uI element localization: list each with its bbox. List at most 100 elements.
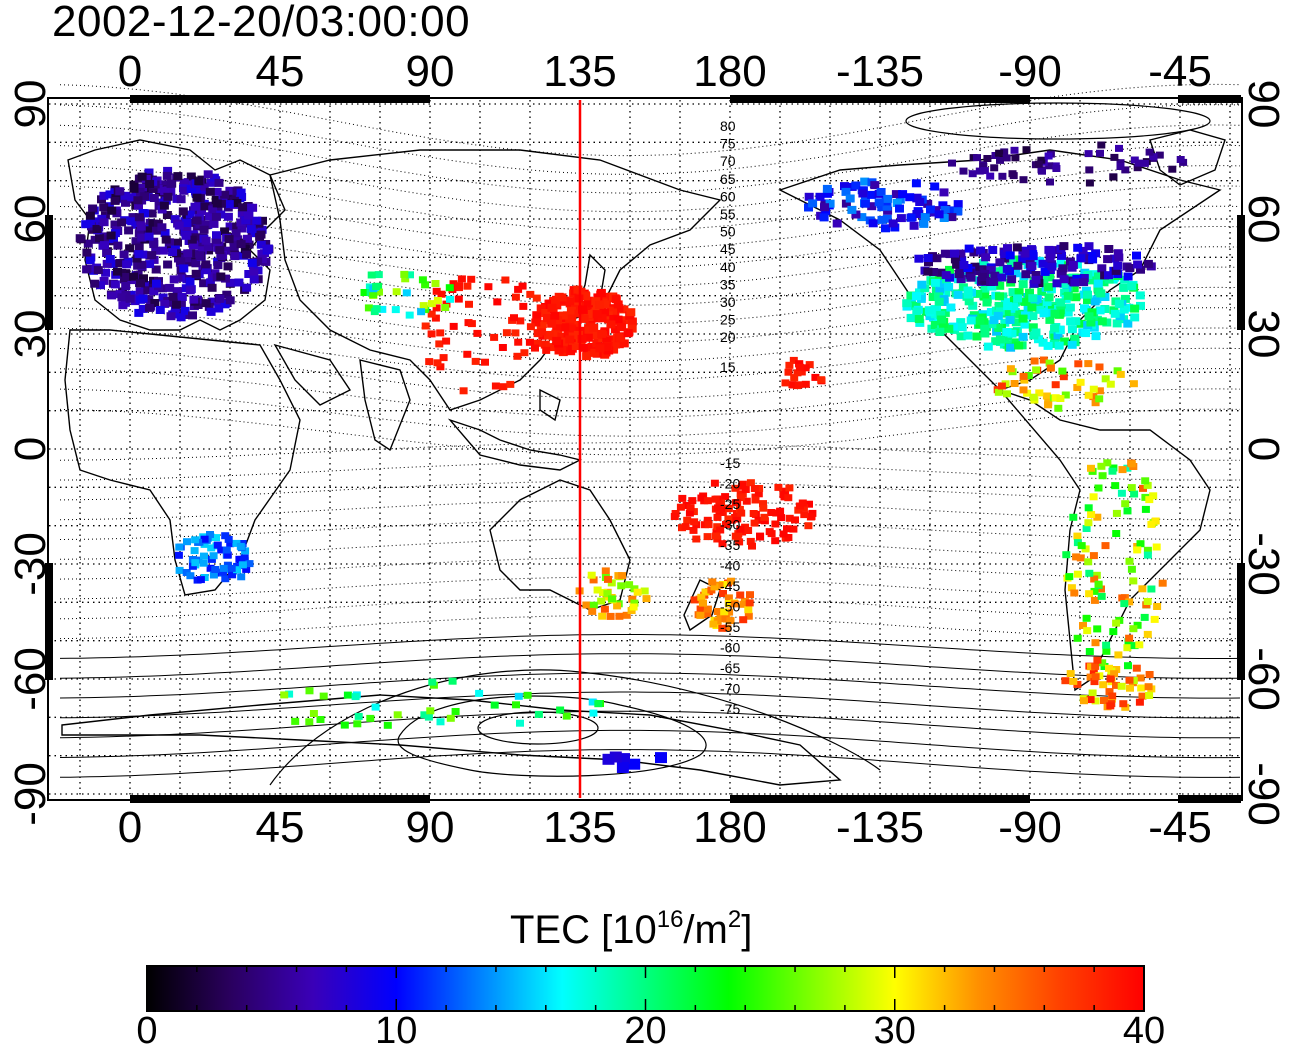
tec-cell	[194, 177, 204, 186]
tec-cell	[713, 513, 722, 521]
tec-cell	[1049, 340, 1059, 348]
tec-cell	[678, 494, 687, 502]
tec-cell	[586, 317, 596, 326]
tec-cell	[433, 359, 442, 367]
tec-cell	[822, 189, 832, 198]
tec-cell	[83, 239, 93, 248]
tec-cell	[1002, 154, 1011, 162]
tec-cell	[1090, 587, 1099, 595]
tec-cell	[237, 573, 246, 581]
tec-cell	[801, 380, 810, 388]
tec-cell	[137, 172, 147, 181]
tec-cell	[1084, 519, 1093, 527]
tec-cell	[186, 172, 196, 181]
tec-cell	[608, 306, 618, 315]
tec-cell	[205, 187, 215, 196]
tec-cell	[432, 304, 441, 312]
tec-cell	[1016, 309, 1026, 318]
tec-cell	[427, 310, 436, 318]
tec-cell	[121, 191, 130, 200]
tec-cell	[532, 294, 541, 302]
tec-cell	[1055, 326, 1065, 334]
tec-cell	[162, 211, 172, 219]
tec-cell	[449, 322, 458, 330]
tec-cell	[1109, 628, 1118, 636]
tec-cell	[892, 199, 902, 207]
tec-cell	[179, 178, 189, 187]
tec-cell	[213, 541, 222, 549]
tec-cell	[1001, 309, 1011, 318]
tec-cell	[906, 291, 916, 300]
tec-cell	[168, 248, 178, 256]
tec-cell	[1060, 337, 1070, 346]
tec-cell	[163, 166, 173, 175]
tec-cell	[1112, 509, 1121, 517]
tec-cell	[602, 343, 612, 351]
contour-label: 50	[720, 224, 736, 240]
tec-cell	[463, 350, 472, 358]
tec-cell	[733, 515, 742, 523]
tec-cell	[1103, 255, 1113, 264]
tec-cell	[979, 163, 988, 170]
tec-cell	[724, 515, 733, 523]
tec-cell	[615, 612, 624, 620]
tec-cell	[149, 194, 159, 202]
tec-cell	[795, 360, 804, 368]
tec-cell	[525, 338, 534, 346]
tec-cell	[121, 282, 131, 290]
tec-cell	[919, 219, 929, 228]
tec-cell	[1034, 160, 1043, 168]
tec-cell	[613, 602, 622, 610]
tec-cell	[793, 369, 802, 377]
contour-label: 25	[720, 312, 736, 328]
tec-cell	[944, 324, 954, 333]
tec-cell	[88, 204, 98, 213]
tec-cell	[721, 615, 730, 622]
tec-cell	[240, 245, 250, 254]
tec-cell	[351, 693, 360, 701]
tec-cell	[1145, 148, 1154, 156]
tec-cell	[724, 600, 733, 607]
tec-cell	[498, 344, 507, 351]
tec-cell	[1088, 689, 1097, 697]
tec-cell	[1095, 395, 1104, 403]
tec-cell	[990, 164, 999, 172]
tec-cell	[737, 509, 746, 517]
tec-cell	[532, 313, 542, 322]
tec-cell	[689, 526, 698, 534]
tec-cell	[1081, 329, 1091, 338]
tec-cell	[490, 701, 499, 709]
tec-cell	[1089, 393, 1098, 401]
tec-cell	[1139, 484, 1147, 492]
tec-cell	[697, 593, 706, 601]
tec-cell	[309, 710, 318, 717]
tec-cell	[1133, 546, 1142, 554]
tec-cell	[776, 507, 785, 515]
tec-cell	[595, 344, 605, 353]
top-longitude-label: 0	[118, 47, 142, 96]
tec-cell	[906, 213, 916, 222]
tec-cell	[1085, 179, 1094, 187]
tec-cell	[110, 196, 120, 205]
tec-cell	[285, 690, 294, 698]
tec-cell	[280, 691, 289, 699]
tec-cell	[563, 330, 573, 339]
tec-cell	[1000, 254, 1010, 263]
tec-cell	[1035, 389, 1044, 397]
colorbar	[146, 965, 1145, 1012]
tec-cell	[177, 293, 187, 301]
tec-cell	[207, 283, 217, 292]
tec-cell	[162, 171, 172, 180]
tec-cell	[953, 200, 963, 209]
tec-cell	[1094, 484, 1103, 492]
tec-cell	[895, 204, 904, 213]
tec-cell	[225, 222, 235, 231]
tec-cell	[212, 187, 222, 196]
tec-cell	[1096, 149, 1104, 157]
tec-cell	[1008, 288, 1018, 297]
tec-cell	[1067, 340, 1077, 349]
tec-cell	[1019, 176, 1028, 184]
tec-cell	[1119, 700, 1128, 708]
bottom-longitude-label: 45	[256, 803, 305, 852]
tec-cell	[1104, 271, 1113, 280]
